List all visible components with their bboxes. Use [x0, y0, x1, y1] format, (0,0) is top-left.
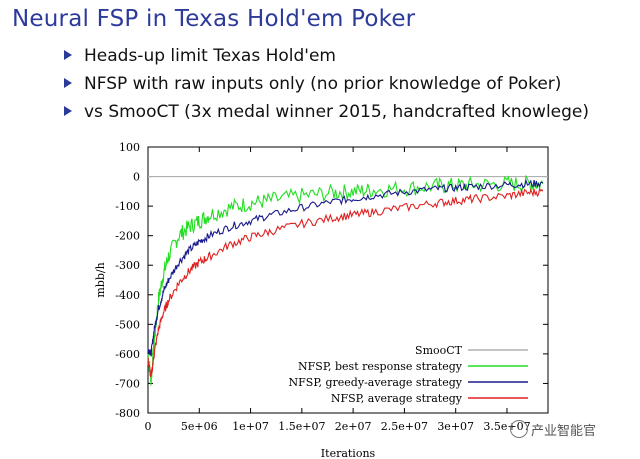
bullet-item: vs SmooCT (3x medal winner 2015, handcra… — [64, 100, 589, 128]
y-axis-title: mbb/h — [94, 262, 107, 297]
y-tick-label: -100 — [115, 200, 140, 213]
x-axis-title: Iterations — [321, 447, 376, 459]
x-tick-label: 5e+06 — [181, 420, 218, 433]
bullet-item: NFSP with raw inputs only (no prior know… — [64, 72, 589, 100]
bullet-item: Heads-up limit Texas Hold'em — [64, 44, 589, 72]
watermark: 产业智能官 — [510, 420, 596, 439]
y-tick-label: -300 — [115, 259, 140, 272]
x-tick-label: 1.5e+07 — [278, 420, 325, 433]
series-line-2 — [147, 178, 544, 357]
y-tick-label: -500 — [115, 318, 140, 331]
x-tick-label: 3e+07 — [437, 420, 474, 433]
bullet-text: vs SmooCT (3x medal winner 2015, handcra… — [84, 102, 590, 122]
x-tick-label: 2.5e+07 — [381, 420, 428, 433]
legend-label: SmooCT — [415, 344, 463, 357]
y-tick-label: -400 — [115, 289, 140, 302]
bullet-text: Heads-up limit Texas Hold'em — [84, 46, 336, 66]
legend-label: NFSP, best response strategy — [298, 360, 463, 373]
y-tick-label: -600 — [115, 348, 140, 361]
y-tick-label: 0 — [133, 171, 140, 184]
x-tick-label: 2e+07 — [335, 420, 372, 433]
slide-title: Neural FSP in Texas Hold'em Poker — [12, 6, 416, 32]
series-line-3 — [147, 187, 544, 377]
y-tick-label: -700 — [115, 377, 140, 390]
bullet-arrow-icon — [64, 78, 72, 88]
watermark-text: 产业智能官 — [531, 424, 597, 439]
y-tick-label: -200 — [115, 230, 140, 243]
x-tick-label: 0 — [145, 420, 152, 433]
bullet-arrow-icon — [64, 50, 72, 60]
bullet-text: NFSP with raw inputs only (no prior know… — [84, 74, 562, 94]
y-tick-label: 100 — [119, 141, 140, 154]
bullet-list: Heads-up limit Texas Hold'em NFSP with r… — [64, 44, 589, 128]
y-tick-label: -800 — [115, 407, 140, 420]
wechat-icon — [510, 420, 528, 438]
series-line-1 — [147, 174, 544, 386]
bullet-arrow-icon — [64, 106, 72, 116]
legend-label: NFSP, greedy-average strategy — [289, 376, 463, 389]
legend-label: NFSP, average strategy — [331, 392, 463, 405]
x-tick-label: 1e+07 — [232, 420, 269, 433]
plot-frame — [147, 146, 549, 414]
